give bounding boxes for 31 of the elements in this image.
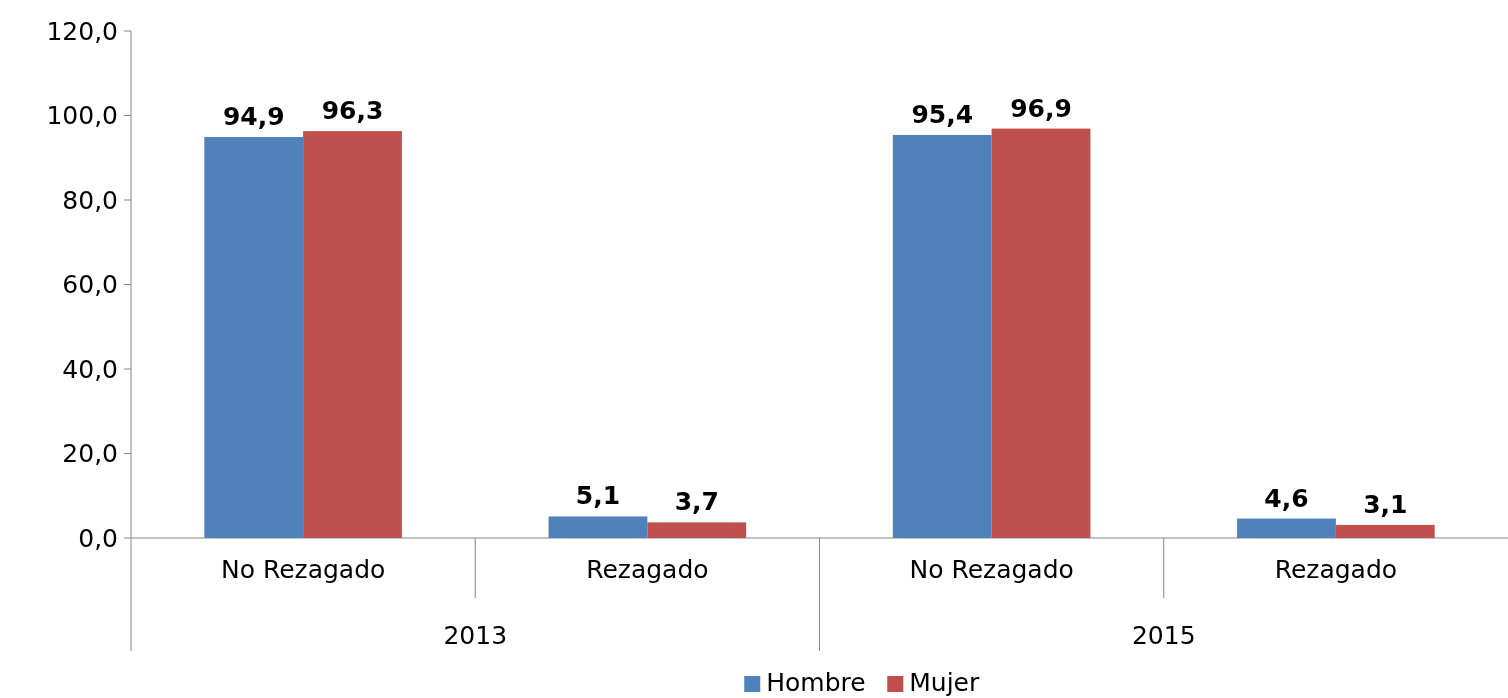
data-label: 96,3 bbox=[321, 96, 384, 126]
x-tick-label: No Rezagado bbox=[220, 555, 386, 584]
data-label: 4,6 bbox=[1264, 483, 1309, 513]
y-tick-label: 80,0 bbox=[62, 185, 118, 215]
text: 2013 bbox=[443, 621, 508, 650]
data-label: 5,1 bbox=[575, 481, 621, 511]
x-tick-label: Rezagado bbox=[1274, 555, 1398, 584]
data-label: 96,9 bbox=[1010, 93, 1072, 123]
y-tick-label: 40,0 bbox=[62, 354, 118, 384]
y-tick-label: 120,0 bbox=[46, 16, 118, 46]
data-label: 95,4 bbox=[911, 99, 974, 129]
data-label: 3,7 bbox=[674, 487, 719, 517]
bar bbox=[991, 128, 1091, 538]
bar bbox=[892, 134, 992, 538]
text: 2015 bbox=[1131, 621, 1196, 650]
x-tick-label: Rezagado bbox=[586, 555, 709, 584]
y-tick-label: 0,0 bbox=[78, 523, 118, 553]
bar bbox=[204, 137, 304, 538]
data-label: 3,1 bbox=[1363, 489, 1408, 519]
bar bbox=[647, 522, 747, 538]
x-tick-label: No Rezagado bbox=[909, 555, 1074, 584]
bar bbox=[1237, 518, 1336, 538]
legend-label: Hombre bbox=[766, 668, 866, 697]
y-tick-label: 60,0 bbox=[62, 270, 118, 300]
bar bbox=[303, 131, 402, 538]
y-tick-label: 100,0 bbox=[46, 101, 118, 131]
y-tick-label: 20,0 bbox=[62, 439, 118, 469]
legend-label: Mujer bbox=[909, 668, 980, 697]
bar bbox=[548, 516, 648, 538]
bar bbox=[1335, 524, 1435, 538]
data-label: 94,9 bbox=[222, 102, 285, 132]
